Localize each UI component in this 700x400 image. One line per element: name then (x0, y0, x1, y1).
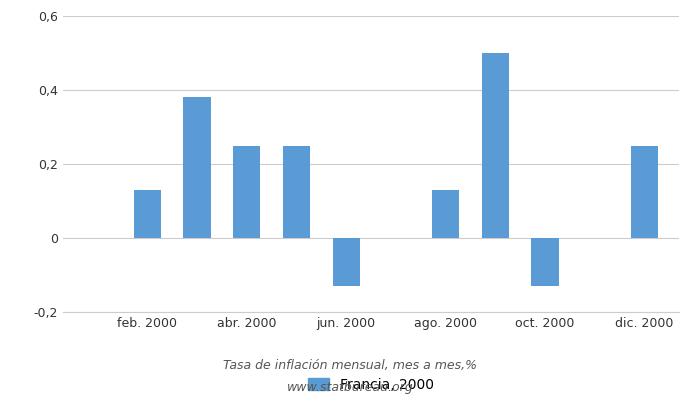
Bar (332, 238, 360, 286)
Bar (531, 238, 559, 286)
Bar (233, 146, 260, 238)
Text: www.statbureau.org: www.statbureau.org (287, 382, 413, 394)
Bar (134, 190, 161, 238)
Bar (482, 53, 509, 238)
Legend: Francia, 2000: Francia, 2000 (302, 372, 440, 397)
Bar (631, 146, 658, 238)
Bar (432, 190, 459, 238)
Bar (283, 146, 310, 238)
Bar (183, 97, 211, 238)
Text: Tasa de inflación mensual, mes a mes,%: Tasa de inflación mensual, mes a mes,% (223, 360, 477, 372)
